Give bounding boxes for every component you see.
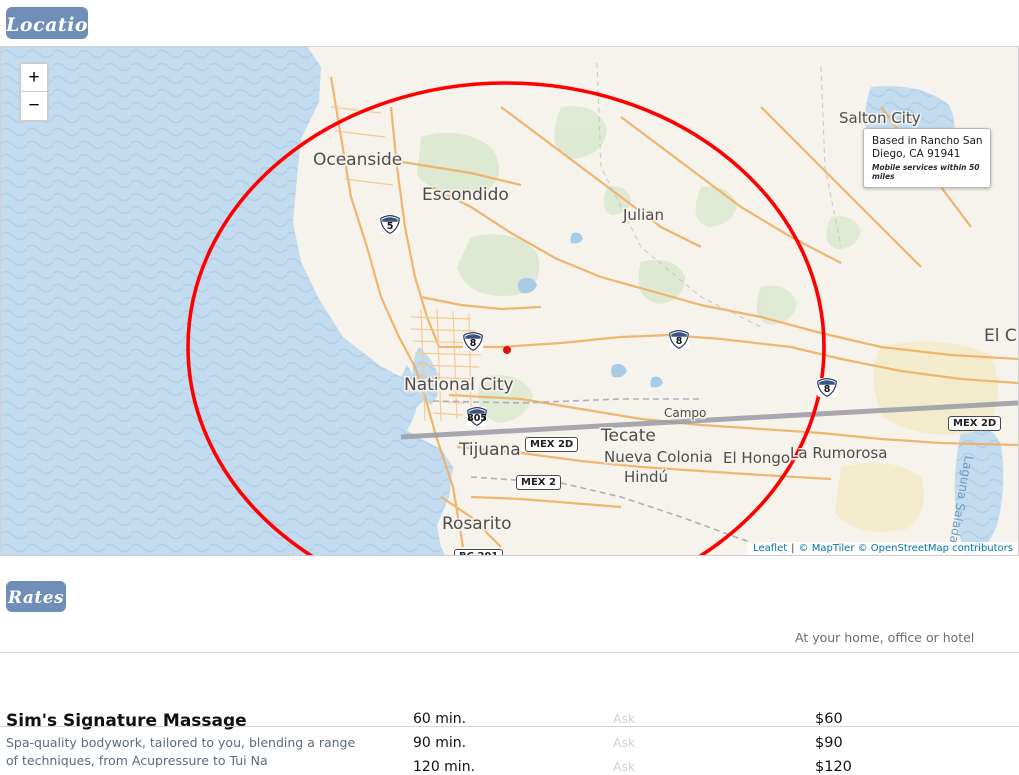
price-cell: $120 [815, 759, 852, 775]
rates-header-rule [0, 652, 1019, 653]
rates-table: At your home, office or hotel Sim's Sign… [0, 630, 1019, 775]
interstate-shield-icon: 5 [380, 215, 400, 234]
leaflet-link[interactable]: Leaflet [753, 543, 788, 554]
ask-cell: Ask [613, 711, 636, 726]
rates-table-body: Sim's Signature Massage Spa-quality body… [0, 653, 1019, 775]
interstate-shield-icon: 8 [463, 332, 483, 351]
highway-shield-label: MEX 2D [525, 437, 579, 452]
zoom-out-button[interactable]: − [21, 92, 47, 120]
popup-title: Based in Rancho San Diego, CA 91941 [872, 135, 983, 160]
interstate-shield-icon: 805 [467, 407, 487, 426]
service-name: Sim's Signature Massage [6, 711, 247, 731]
maptiler-link[interactable]: © MapTiler [798, 543, 855, 554]
duration-cell: 120 min. [413, 759, 476, 775]
duration-cell: 60 min. [413, 711, 467, 727]
map-zoom-control[interactable]: + − [19, 62, 49, 122]
venue-column-header: At your home, office or hotel [795, 630, 975, 645]
ask-cell: Ask [613, 735, 636, 750]
interstate-shield-icon: 8 [817, 378, 837, 397]
rates-section: At your home, office or hotel Sim's Sign… [0, 575, 1019, 775]
map-tile-canvas[interactable] [1, 47, 1018, 555]
rates-table-header: At your home, office or hotel [0, 630, 1019, 652]
interstate-shield-icon: 8 [669, 330, 689, 349]
highway-shield-label: MEX 2D [948, 416, 1002, 431]
openstreetmap-link[interactable]: © OpenStreetMap contributors [857, 543, 1013, 554]
popup-subtitle: Mobile services within 50 miles [872, 163, 980, 181]
highway-shield-label: BC 201 [454, 549, 504, 555]
location-section-badge: Location [6, 7, 102, 39]
rates-section-badge: Rates [6, 581, 66, 612]
home-location-marker[interactable] [503, 346, 511, 354]
zoom-in-button[interactable]: + [21, 64, 47, 92]
attribution-separator: | [791, 543, 795, 554]
service-description: Spa-quality bodywork, tailored to you, b… [6, 735, 356, 768]
map-location-popup[interactable]: Based in Rancho San Diego, CA 91941 Mobi… [863, 128, 991, 188]
ask-cell: Ask [613, 759, 636, 774]
map-graphics [1, 47, 1018, 555]
price-cell: $90 [815, 735, 843, 751]
highway-shield-label: MEX 2 [516, 475, 561, 490]
map-attribution: Leaflet | © MapTiler © OpenStreetMap contr… [747, 542, 1018, 555]
duration-cell: 90 min. [413, 735, 467, 751]
location-map[interactable]: Oceanside Escondido Julian National City Tij… [0, 46, 1019, 556]
price-cell: $60 [815, 711, 843, 727]
rates-bottom-rule [0, 726, 1019, 727]
